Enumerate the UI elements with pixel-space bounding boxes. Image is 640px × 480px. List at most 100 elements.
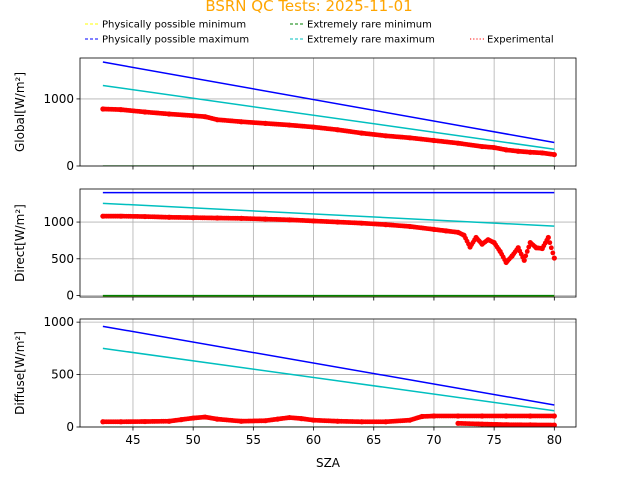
data-point [116, 213, 122, 219]
x-axis-label: SZA [316, 456, 341, 470]
data-point [547, 240, 553, 246]
series-group [100, 325, 557, 427]
x-tick-label: 80 [547, 433, 562, 447]
data-point [116, 107, 122, 112]
data-point [188, 113, 194, 118]
data-point [381, 222, 387, 227]
data-point [453, 413, 459, 419]
legend-item: Experimental [470, 35, 554, 46]
x-tick-label: 50 [186, 433, 201, 447]
legend-label: Extremely rare maximum [307, 35, 435, 46]
series-line [102, 61, 555, 144]
data-point [514, 148, 519, 154]
data-point [237, 119, 242, 124]
axes-frame [79, 188, 577, 298]
data-point [357, 220, 363, 226]
data-point [261, 418, 266, 424]
axes-frame [79, 57, 577, 167]
data-point [213, 116, 218, 122]
data-point [496, 246, 502, 252]
data-point [285, 217, 291, 223]
data-point [526, 413, 531, 419]
legend-item: Physically possible maximum [85, 35, 249, 46]
y-tick-label: 1000 [43, 92, 74, 106]
x-tick-label: 70 [426, 433, 441, 447]
data-point [333, 219, 339, 225]
series-group [100, 191, 557, 297]
data-point [477, 413, 483, 419]
series-line [102, 325, 555, 406]
y-tick-label: 1000 [43, 215, 74, 229]
x-tick-label: 75 [486, 433, 501, 447]
data-point [333, 127, 339, 132]
panel-1: 0 1000 Global[W/m²] [13, 57, 577, 173]
x-tick-label: 55 [246, 433, 261, 447]
data-point [501, 413, 507, 419]
data-point [453, 140, 459, 146]
data-point [477, 421, 483, 427]
chart-title: BSRN QC Tests: 2025-11-01 [205, 0, 412, 15]
y-axis-label: Direct[W/m²] [13, 204, 27, 282]
y-tick-label: 0 [66, 159, 74, 173]
data-point [429, 413, 435, 419]
panel-2: 0 500 1000 Direct[W/m²] [13, 188, 577, 303]
axes-frame [79, 318, 577, 428]
y-tick-label: 0 [66, 420, 74, 434]
data-point [285, 415, 291, 421]
data-point [550, 413, 555, 419]
legend-label: Experimental [487, 35, 554, 46]
data-point [429, 226, 435, 232]
data-point [405, 135, 411, 141]
data-point [460, 232, 465, 237]
series-group [100, 61, 557, 166]
legend-label: Physically possible maximum [102, 35, 249, 46]
data-point [333, 418, 339, 424]
data-point [237, 215, 242, 221]
data-point [188, 215, 194, 221]
data-point [381, 133, 387, 139]
panel-3: 0 500 1000 45 50 55 60 65 70 75 80 Diffuse[W/m²] [13, 315, 577, 447]
y-tick-label: 500 [51, 252, 74, 266]
data-point [237, 418, 242, 424]
data-point [309, 417, 315, 423]
legend-item: Extremely rare maximum [290, 35, 435, 46]
data-point [538, 150, 543, 156]
data-point [309, 124, 315, 130]
series-line [102, 347, 555, 412]
legend-item: Extremely rare minimum [290, 20, 432, 31]
y-tick-label: 0 [66, 289, 74, 303]
series-line [102, 84, 555, 150]
data-point [212, 215, 218, 221]
data-point [526, 422, 531, 427]
data-point [164, 418, 170, 424]
legend-label: Physically possible minimum [102, 20, 246, 31]
data-point [285, 122, 291, 128]
data-point [477, 143, 483, 149]
data-point [140, 419, 146, 424]
data-point [164, 214, 170, 220]
y-axis-label: Global[W/m²] [13, 72, 27, 152]
data-point [405, 223, 411, 229]
data-point [551, 255, 557, 261]
data-point [490, 239, 496, 245]
data-point [550, 422, 555, 427]
series-line [102, 202, 555, 227]
data-point [140, 109, 146, 115]
x-tick-label: 45 [125, 433, 140, 447]
data-point [201, 414, 206, 420]
data-point [526, 149, 531, 155]
data-point [501, 422, 507, 427]
data-point [524, 249, 530, 254]
data-point [357, 130, 363, 136]
data-point [550, 250, 556, 256]
data-point [140, 214, 146, 219]
y-tick-label: 1000 [43, 315, 74, 329]
data-point [548, 245, 554, 251]
data-point [429, 137, 435, 143]
plot-panels: 0 1000 Global[W/m²] 0 500 1000 Direct[W/m²] 0 50… [13, 57, 577, 447]
data-point [261, 120, 266, 126]
y-axis-label: Diffuse[W/m²] [13, 331, 27, 415]
data-point [550, 151, 556, 157]
x-tick-label: 60 [306, 433, 321, 447]
